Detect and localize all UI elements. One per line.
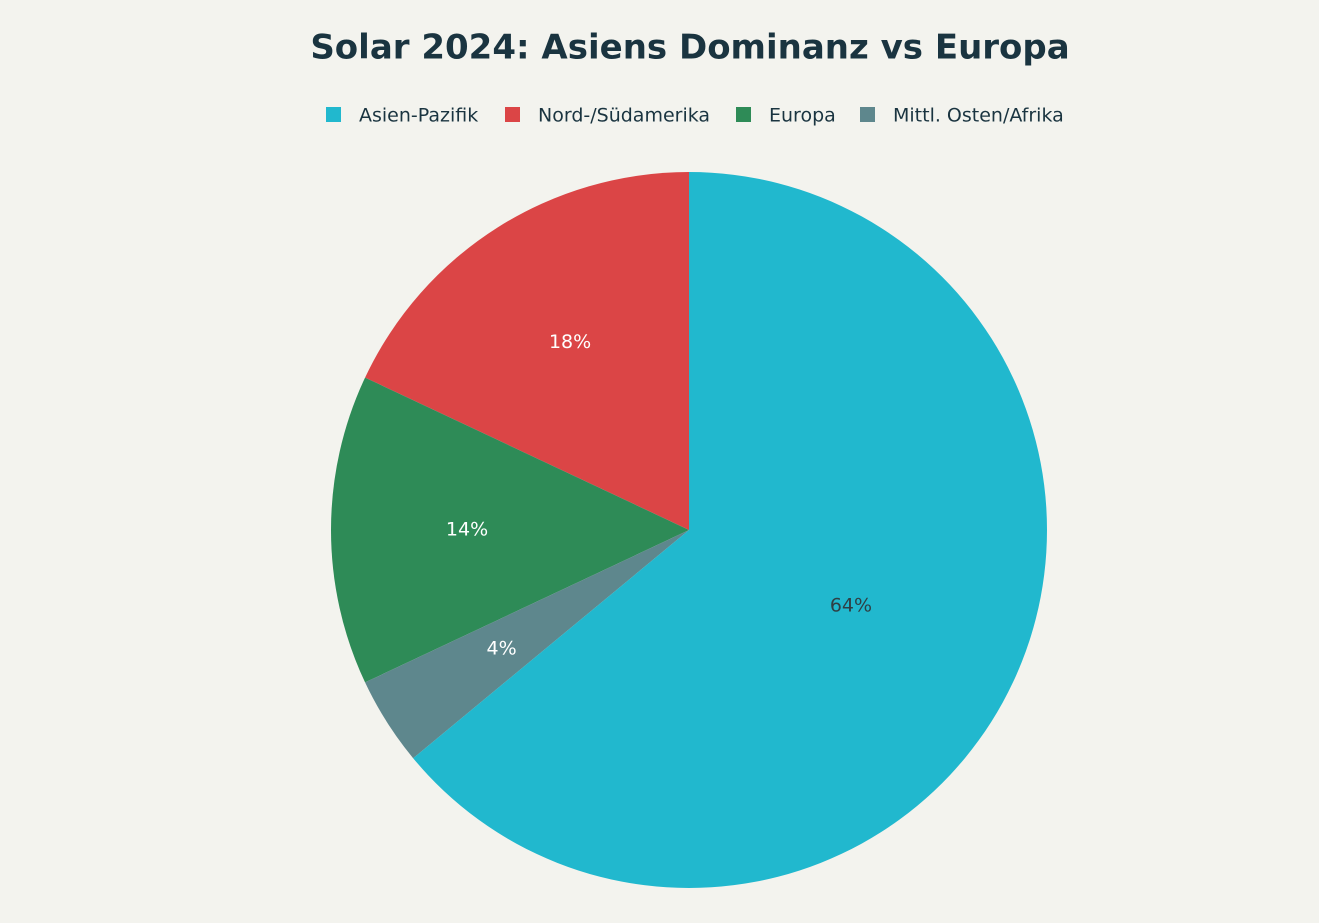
legend-swatch: [326, 107, 341, 122]
pie-slice: [365, 172, 689, 530]
legend-label: Mittl. Osten/Afrika: [893, 105, 1064, 127]
pie-slice: [413, 171, 1047, 888]
legend-swatch: [505, 107, 520, 122]
chart-title: Solar 2024: Asiens Dominanz vs Europa: [310, 28, 1069, 68]
legend-swatch: [736, 107, 751, 122]
legend-label: Europa: [769, 105, 836, 127]
slice-label: 14%: [446, 519, 488, 541]
pie-slice: [365, 530, 689, 759]
pie-slice: [330, 377, 689, 683]
legend-label: Nord-/Südamerika: [538, 105, 710, 127]
slice-label: 18%: [549, 331, 591, 353]
legend-swatch: [860, 107, 875, 122]
slice-label: 4%: [487, 637, 517, 659]
legend-label: Asien-Pazifik: [359, 105, 478, 127]
slice-label: 64%: [830, 595, 872, 617]
